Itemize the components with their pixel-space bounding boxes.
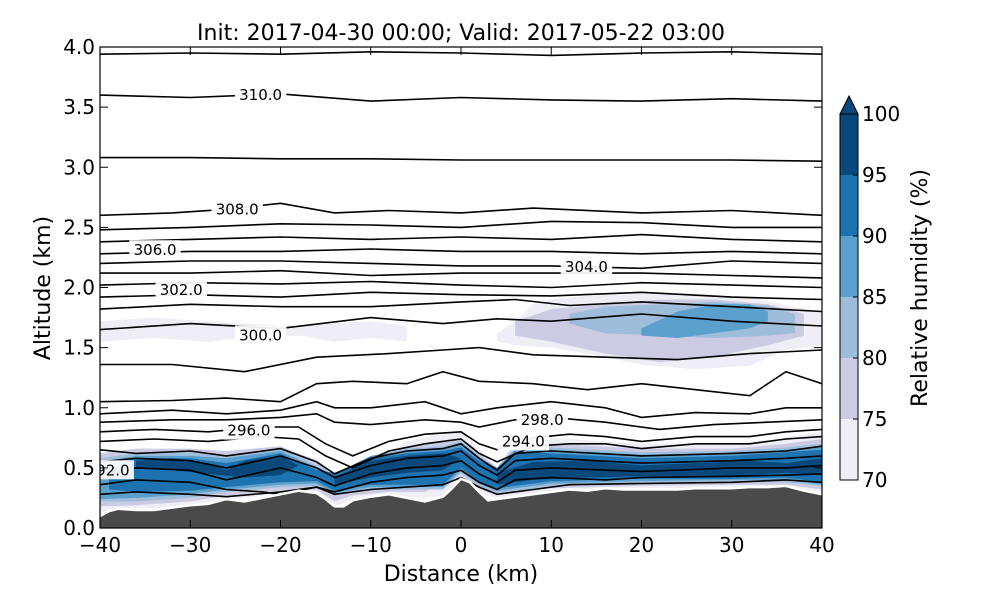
y-tick-label: 1.0	[63, 396, 95, 420]
y-tick-label: 4.0	[63, 35, 95, 59]
isentrope-contour	[100, 469, 822, 496]
colorbar-segment-70	[840, 419, 858, 480]
colorbar-tick-label: 100	[862, 102, 900, 126]
isentrope-contour-layer	[100, 50, 822, 498]
y-axis-label: Altitude (km)	[31, 216, 56, 360]
x-tick-label: 10	[539, 533, 564, 557]
isentrope-contour	[100, 156, 822, 162]
contour-label-group: 310.0	[234, 85, 287, 105]
contour-label: 300.0	[239, 327, 282, 345]
isentrope-contour	[100, 442, 822, 475]
y-tick-label: 1.5	[63, 336, 95, 360]
colorbar-tick-label: 75	[862, 407, 887, 431]
contour-label-background	[223, 420, 275, 440]
terrain-layer	[100, 477, 822, 528]
isentrope-contour	[100, 459, 822, 487]
x-tick-label: 40	[809, 533, 834, 557]
y-axis: 0.0 0.5 1.0 1.5 2.0 2.5 3.0 3.5 4.0	[63, 35, 822, 540]
x-tick-label: −20	[259, 533, 301, 557]
colorbar-extend-arrow	[839, 94, 859, 115]
colorbar-tick-label: 95	[862, 163, 887, 187]
x-tick-label: 0	[455, 533, 468, 557]
colorbar-segment-85	[840, 236, 858, 297]
isentrope-contour	[100, 291, 822, 301]
contour-label: 294.0	[502, 432, 545, 450]
isentrope-contour	[100, 412, 822, 431]
contour-label: 298.0	[521, 411, 564, 429]
isentrope-contour	[100, 476, 822, 498]
contour-label-group: 296.0	[223, 420, 275, 440]
contour-label: 310.0	[239, 86, 282, 104]
colorbar-label: Relative humidity (%)	[908, 169, 933, 407]
colorbar-tick-label: 80	[862, 346, 887, 370]
isentrope-contour	[100, 269, 822, 279]
colorbar-segment-80	[840, 297, 858, 358]
contour-label-background	[129, 240, 181, 260]
contour-label-background	[516, 409, 568, 429]
colorbar-segment-90	[840, 175, 858, 236]
contour-label-group: 302.0	[155, 279, 207, 299]
isentrope-contour	[100, 202, 822, 217]
plot-area: 310.0 308.0 306.0 304.0 302.0 300.0 298.0 296.0…	[87, 50, 822, 528]
isentrope-contour	[100, 233, 822, 243]
colorbar-segment-75	[840, 358, 858, 419]
contour-label: 292.0	[87, 461, 130, 479]
isentrope-contour	[100, 280, 822, 289]
isentrope-contour	[100, 93, 822, 102]
x-axis-label: Distance (km)	[384, 562, 539, 587]
isentrope-contour	[100, 260, 822, 270]
isentrope-contour	[100, 346, 822, 373]
y-tick-label: 0.0	[63, 516, 95, 540]
x-tick-label: 30	[719, 533, 744, 557]
contour-label: 304.0	[565, 258, 608, 276]
contour-label-background	[155, 279, 207, 299]
isentrope-contour	[100, 400, 822, 419]
contour-label: 306.0	[134, 241, 177, 259]
contour-label-background	[234, 85, 287, 105]
y-tick-label: 2.5	[63, 215, 95, 239]
contour-label-group: 306.0	[129, 240, 181, 260]
x-tick-label: 20	[629, 533, 654, 557]
isentrope-contour	[100, 370, 822, 403]
isentrope-contour	[100, 450, 822, 479]
terrain-outline	[100, 477, 822, 518]
x-tick-label: −40	[79, 533, 121, 557]
y-tick-label: 3.0	[63, 155, 95, 179]
rh-region-85	[641, 304, 768, 338]
contour-label: 296.0	[227, 422, 270, 440]
contour-label: 308.0	[216, 200, 259, 218]
terrain-fill	[100, 478, 822, 528]
colorbar-tick-label: 90	[862, 224, 887, 248]
contour-label-background	[211, 199, 263, 219]
contour-label-background	[560, 257, 613, 277]
contour-label-group: 300.0	[234, 325, 287, 345]
chart-title: Init: 2017-04-30 00:00; Valid: 2017-05-2…	[197, 21, 725, 46]
contour-label-background	[100, 460, 134, 480]
contour-label-group: 292.0	[87, 460, 134, 480]
contour-label-background	[234, 325, 287, 345]
colorbar-tick-label: 70	[862, 468, 887, 492]
x-axis: −40 −30 −20 −10 0 10 20 30 40	[79, 47, 835, 557]
isentrope-contour	[100, 248, 822, 255]
contour-label-background	[497, 431, 549, 451]
y-tick-label: 0.5	[63, 456, 95, 480]
contour-label-group: 294.0	[497, 431, 549, 451]
isentrope-contour	[100, 298, 822, 313]
contour-label-group: 298.0	[516, 409, 568, 429]
isentrope-contour	[100, 220, 822, 231]
colorbar-tick-label: 85	[862, 285, 887, 309]
contour-label: 302.0	[160, 281, 203, 299]
x-tick-label: −30	[169, 533, 211, 557]
colorbar: 70 75 80 85 90 95 100	[839, 94, 900, 492]
contour-label-group: 304.0	[560, 257, 613, 277]
contour-label-layer: 310.0 308.0 306.0 304.0 302.0 300.0 298.0 296.0…	[87, 85, 613, 480]
x-tick-label: −10	[350, 533, 392, 557]
y-tick-label: 3.5	[63, 95, 95, 119]
colorbar-segment-95	[840, 114, 858, 175]
y-tick-label: 2.0	[63, 276, 95, 300]
contour-label-group: 308.0	[211, 199, 263, 219]
